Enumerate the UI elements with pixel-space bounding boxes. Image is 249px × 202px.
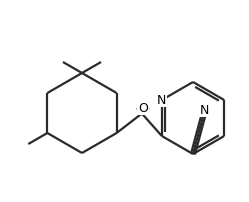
Text: N: N [200,104,209,117]
Text: N: N [157,94,167,106]
Text: O: O [138,101,148,115]
